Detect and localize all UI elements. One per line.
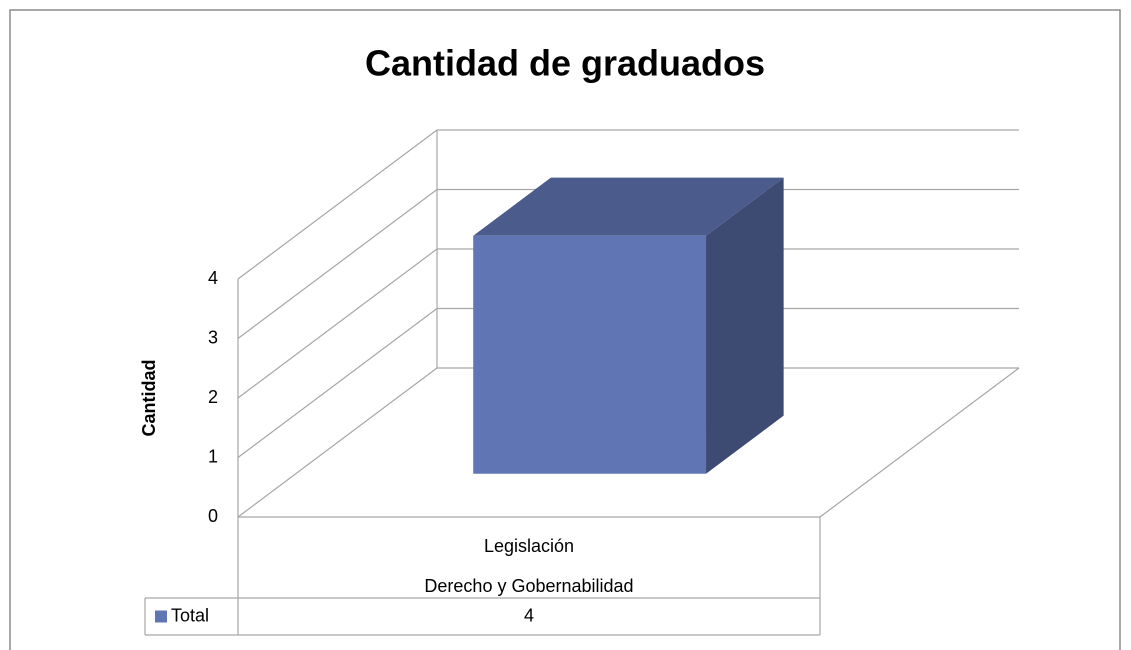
- legend-swatch: [155, 610, 167, 623]
- grid-line: [237, 367, 438, 518]
- bar-top: [473, 177, 784, 236]
- x-group-label: Derecho y Gobernabilidad: [424, 576, 633, 596]
- floor-edge: [819, 367, 1020, 518]
- legend-label: Total: [171, 605, 209, 625]
- grid-line: [237, 129, 438, 280]
- grid-line: [237, 248, 438, 399]
- y-tick-label: 0: [208, 506, 218, 526]
- chart-title: Cantidad de graduados: [365, 43, 765, 84]
- y-tick-label: 3: [208, 327, 218, 347]
- table-value: 4: [524, 605, 534, 625]
- bar: [473, 235, 707, 474]
- y-tick-label: 4: [208, 268, 218, 288]
- y-tick-label: 1: [208, 446, 218, 466]
- y-axis-label: Cantidad: [139, 359, 159, 436]
- grid-line: [237, 189, 438, 339]
- x-tick-label: Legislación: [484, 536, 574, 556]
- grid-line: [237, 308, 438, 458]
- y-tick-label: 2: [208, 387, 218, 407]
- bar-side: [706, 177, 784, 474]
